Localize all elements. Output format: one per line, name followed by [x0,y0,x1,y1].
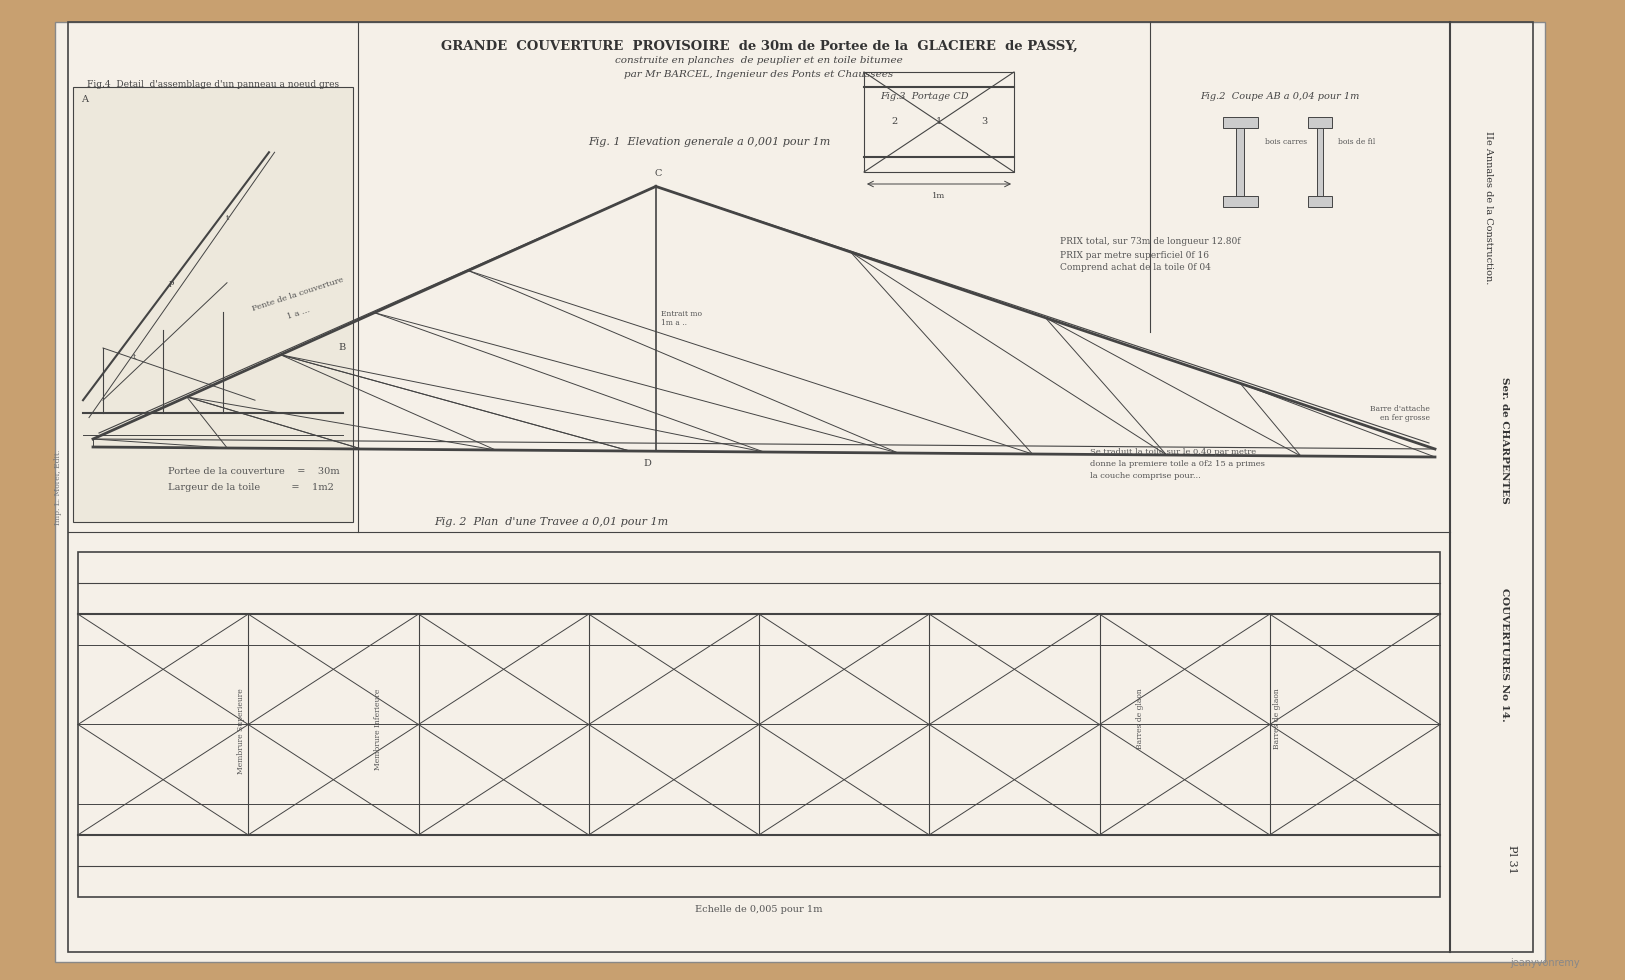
Text: B: B [338,344,344,353]
Bar [1308,196,1332,207]
Text: IIe Annales de la Construction.: IIe Annales de la Construction. [1484,131,1492,284]
Bar [864,72,1014,172]
Bar [1222,196,1258,207]
Text: 1: 1 [936,118,942,126]
Text: Fig.3  Portage CD: Fig.3 Portage CD [879,92,968,101]
Text: 1 a ...: 1 a ... [286,306,310,320]
Text: A: A [81,95,88,104]
Text: jeanyvonremy: jeanyvonremy [1510,958,1580,968]
Bar [1222,117,1258,127]
Text: bois de fil: bois de fil [1337,138,1375,146]
Text: Ser. de CHARPENTES: Ser. de CHARPENTES [1500,377,1510,504]
Text: par Mr BARCEL, Ingenieur des Ponts et Chaussees: par Mr BARCEL, Ingenieur des Ponts et Ch… [624,70,894,79]
Text: t: t [133,353,136,361]
Text: Fig.2  Coupe AB a 0,04 pour 1m: Fig.2 Coupe AB a 0,04 pour 1m [1201,92,1360,101]
Text: COUVERTURES No 14.: COUVERTURES No 14. [1500,588,1510,721]
Text: Membrure Superieure: Membrure Superieure [237,689,245,774]
Bar [1316,127,1323,196]
Bar [78,552,1440,897]
Text: Fig. 1  Elevation generale a 0,001 pour 1m: Fig. 1 Elevation generale a 0,001 pour 1… [588,137,830,147]
Text: Fig.4  Detail  d'assemblage d'un panneau a noeud gres: Fig.4 Detail d'assemblage d'un panneau a… [88,80,340,89]
Text: Se traduit la toile sur le 0,40 par metre: Se traduit la toile sur le 0,40 par metr… [1090,448,1256,456]
Bar [1235,127,1245,196]
Text: Comprend achat de la toile 0f 04: Comprend achat de la toile 0f 04 [1060,264,1211,272]
Text: bois carres: bois carres [1264,138,1306,146]
Text: D: D [644,460,652,468]
Text: GRANDE  COUVERTURE  PROVISOIRE  de 30m de Portee de la  GLACIERE  de PASSY,: GRANDE COUVERTURE PROVISOIRE de 30m de P… [440,40,1077,53]
Text: la couche comprise pour...: la couche comprise pour... [1090,472,1201,480]
Text: Largeur de la toile          =    1m2: Largeur de la toile = 1m2 [167,482,333,492]
Text: Membrure Inferieure: Membrure Inferieure [374,689,382,770]
Text: t: t [226,214,229,221]
Bar [73,87,353,522]
Text: donne la premiere toile a 0f2 15 a primes: donne la premiere toile a 0f2 15 a prime… [1090,460,1264,468]
Text: Echelle de 0,005 pour 1m: Echelle de 0,005 pour 1m [696,905,822,914]
Text: Barres de glaon: Barres de glaon [1136,689,1144,750]
Text: 1m: 1m [933,192,946,200]
Text: C: C [655,170,661,178]
Text: construite en planches  de peuplier et en toile bitumee: construite en planches de peuplier et en… [616,56,904,65]
Text: 3: 3 [982,118,986,126]
Text: Pl 31: Pl 31 [1506,845,1518,873]
Bar [1308,117,1332,127]
Text: Portee de la couverture    =    30m: Portee de la couverture = 30m [167,467,340,476]
Text: Entrait mo
1m a ..: Entrait mo 1m a .. [661,311,702,327]
Text: Barres de glaon: Barres de glaon [1272,689,1280,750]
Text: Pente de la couverture: Pente de la couverture [252,275,344,313]
Text: PRIX total, sur 73m de longueur 12.80f: PRIX total, sur 73m de longueur 12.80f [1060,237,1240,247]
Text: Barre d'attache
en fer grosse: Barre d'attache en fer grosse [1370,405,1430,422]
Text: 2: 2 [891,118,897,126]
Text: p: p [169,278,174,287]
Text: Fig. 2  Plan  d'une Travee a 0,01 pour 1m: Fig. 2 Plan d'une Travee a 0,01 pour 1m [434,517,670,527]
Text: Imp. L. Morer, Edit.: Imp. L. Morer, Edit. [54,449,62,524]
Text: PRIX par metre superficiel 0f 16: PRIX par metre superficiel 0f 16 [1060,252,1209,261]
